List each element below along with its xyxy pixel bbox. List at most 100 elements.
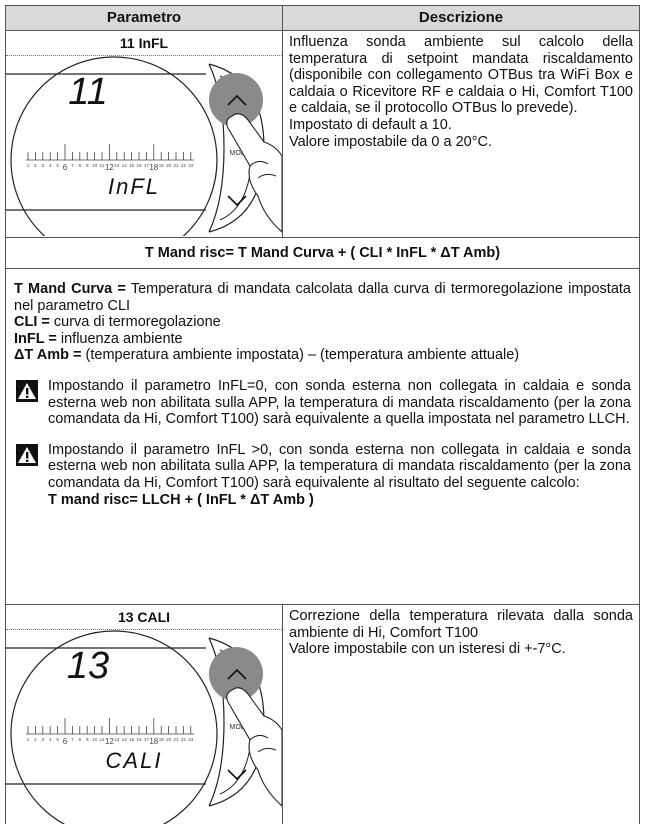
description: Valore impostabile con un isteresi di +-… xyxy=(289,641,566,658)
press-highlight xyxy=(209,73,263,127)
scale-label: 1 xyxy=(27,737,30,742)
description: Impostato di default a 10. xyxy=(289,116,452,133)
hand-detail xyxy=(249,734,277,753)
param-cell: 11 InFL 11 InFL 1 2 3 4 5 6 7 8 9 10 11 12 13 14 15 16 17 1… xyxy=(5,30,283,238)
scale-label: 2 xyxy=(34,163,37,168)
scale-label: 15 xyxy=(129,737,135,742)
warning: Impostando il parametro InFL=0, con sond… xyxy=(14,378,631,428)
up-arrow xyxy=(227,668,247,680)
scale-label: 12 xyxy=(105,163,114,172)
warning-icon xyxy=(16,379,38,402)
scale-label: 20 xyxy=(166,737,172,742)
scale-label: 5 xyxy=(56,163,59,168)
scale-label: 12 xyxy=(105,737,114,746)
scale-label: 1 xyxy=(27,163,30,168)
definition-text: (temperatura ambiente impostata) – (temp… xyxy=(85,347,520,364)
scale-label: 16 xyxy=(136,737,142,742)
scale-label: 20 xyxy=(166,163,172,168)
display-number: 11 xyxy=(68,71,107,113)
formula: T Mand risc= T Mand Curva + ( CLI * InFL… xyxy=(144,245,501,261)
scale-label: 10 xyxy=(92,163,98,168)
definition-term: T Mand Curva = xyxy=(14,281,126,297)
scale-label: 6 xyxy=(63,163,68,172)
definition-term: ΔT Amb = xyxy=(14,347,82,364)
formula-cell: T Mand risc= T Mand Curva + ( CLI * InFL… xyxy=(5,237,640,269)
scale-label: 13 xyxy=(114,737,120,742)
param-cell: 13 CALI 13 CALI 1 2 3 4 5 6 7 8 9 10 11 12 13 14 15 16 17 1… xyxy=(5,604,283,824)
scale-label: 8 xyxy=(79,163,82,168)
definition: InFL = influenza ambiente xyxy=(14,331,631,348)
definition-text: Temperatura di mandata calcolata dalla c… xyxy=(14,281,631,314)
scale-label: 6 xyxy=(63,737,68,746)
explanation-block: T Mand Curva = Temperatura di mandata ca… xyxy=(5,268,640,605)
scale-label: 11 xyxy=(100,737,105,742)
scale-label: 3 xyxy=(42,163,45,168)
definition-term: CLI = xyxy=(14,314,50,331)
scale-label: 18 xyxy=(149,163,158,172)
scale-label: 14 xyxy=(122,163,128,168)
scale-label: 16 xyxy=(136,163,142,168)
mode-label: MODE xyxy=(230,150,251,157)
scale-label: 10 xyxy=(92,737,98,742)
scale-label: 17 xyxy=(144,163,150,168)
scale-label: 14 xyxy=(122,737,128,742)
press-highlight xyxy=(209,647,263,701)
scale-label: 22 xyxy=(181,163,187,168)
down-arrow xyxy=(227,769,247,781)
display-label: InFL xyxy=(108,174,160,199)
scale-label: 21 xyxy=(173,737,179,742)
display-number: 13 xyxy=(67,645,109,687)
scale-label: 4 xyxy=(49,163,52,168)
desc-cell: Correzione della temperatura rilevata da… xyxy=(282,604,640,824)
scale-label: 18 xyxy=(149,737,158,746)
header-cell: Parametro xyxy=(5,5,283,31)
scale-label: 5 xyxy=(56,737,59,742)
scale-label: 4 xyxy=(49,737,52,742)
scale-label: 21 xyxy=(173,163,179,168)
down-arrow xyxy=(227,195,247,207)
desc-cell: Influenza sonda ambiente sul calcolo del… xyxy=(282,30,640,238)
description: Correzione della temperatura rilevata da… xyxy=(289,608,633,641)
header-text: Parametro xyxy=(106,9,182,26)
scale-label: 3 xyxy=(42,737,45,742)
scale-label: 22 xyxy=(181,737,187,742)
scale-label: 9 xyxy=(86,737,89,742)
warning-formula: T mand risc= LLCH + ( InFL * ΔT Amb ) xyxy=(48,491,314,508)
header-text: Descrizione xyxy=(418,9,504,26)
description: Influenza sonda ambiente sul calcolo del… xyxy=(289,34,633,117)
definition: T Mand Curva = Temperatura di mandata ca… xyxy=(14,281,631,314)
scale-label: 17 xyxy=(144,737,150,742)
warning-text: Impostando il parametro InFL=0, con sond… xyxy=(48,377,631,428)
definition-text: curva di termoregolazione xyxy=(53,314,221,331)
definition-text: influenza ambiente xyxy=(60,330,183,347)
display-ring xyxy=(10,56,218,237)
warning: Impostando il parametro InFL >0, con son… xyxy=(14,442,631,508)
scale-label: 7 xyxy=(71,737,74,742)
scale-label: 8 xyxy=(79,737,82,742)
warning-icon xyxy=(16,443,38,466)
scale-label: 11 xyxy=(100,163,105,168)
hand xyxy=(226,687,282,807)
scale-label: 2 xyxy=(34,737,37,742)
mode-label: MODE xyxy=(230,724,251,731)
param-title: 11 InFL xyxy=(6,31,282,56)
scale-label: 23 xyxy=(188,737,194,742)
definition: ΔT Amb = (temperatura ambiente impostata… xyxy=(14,347,631,364)
scale-label: 9 xyxy=(86,163,89,168)
scale-label: 7 xyxy=(71,163,74,168)
warning-text: Impostando il parametro InFL >0, con son… xyxy=(48,441,631,491)
display-ring xyxy=(10,630,218,824)
scale-label: 15 xyxy=(129,163,135,168)
param-title: 13 CALI xyxy=(6,605,282,630)
scale-label: 23 xyxy=(188,163,194,168)
hand-detail xyxy=(249,160,277,179)
description: Valore impostabile da 0 a 20°C. xyxy=(289,133,493,150)
up-arrow xyxy=(227,94,247,106)
definition: CLI = curva di termoregolazione xyxy=(14,314,631,331)
display-label: CALI xyxy=(106,748,163,773)
definition-term: InFL = xyxy=(14,330,57,347)
scale-label: 13 xyxy=(114,163,120,168)
